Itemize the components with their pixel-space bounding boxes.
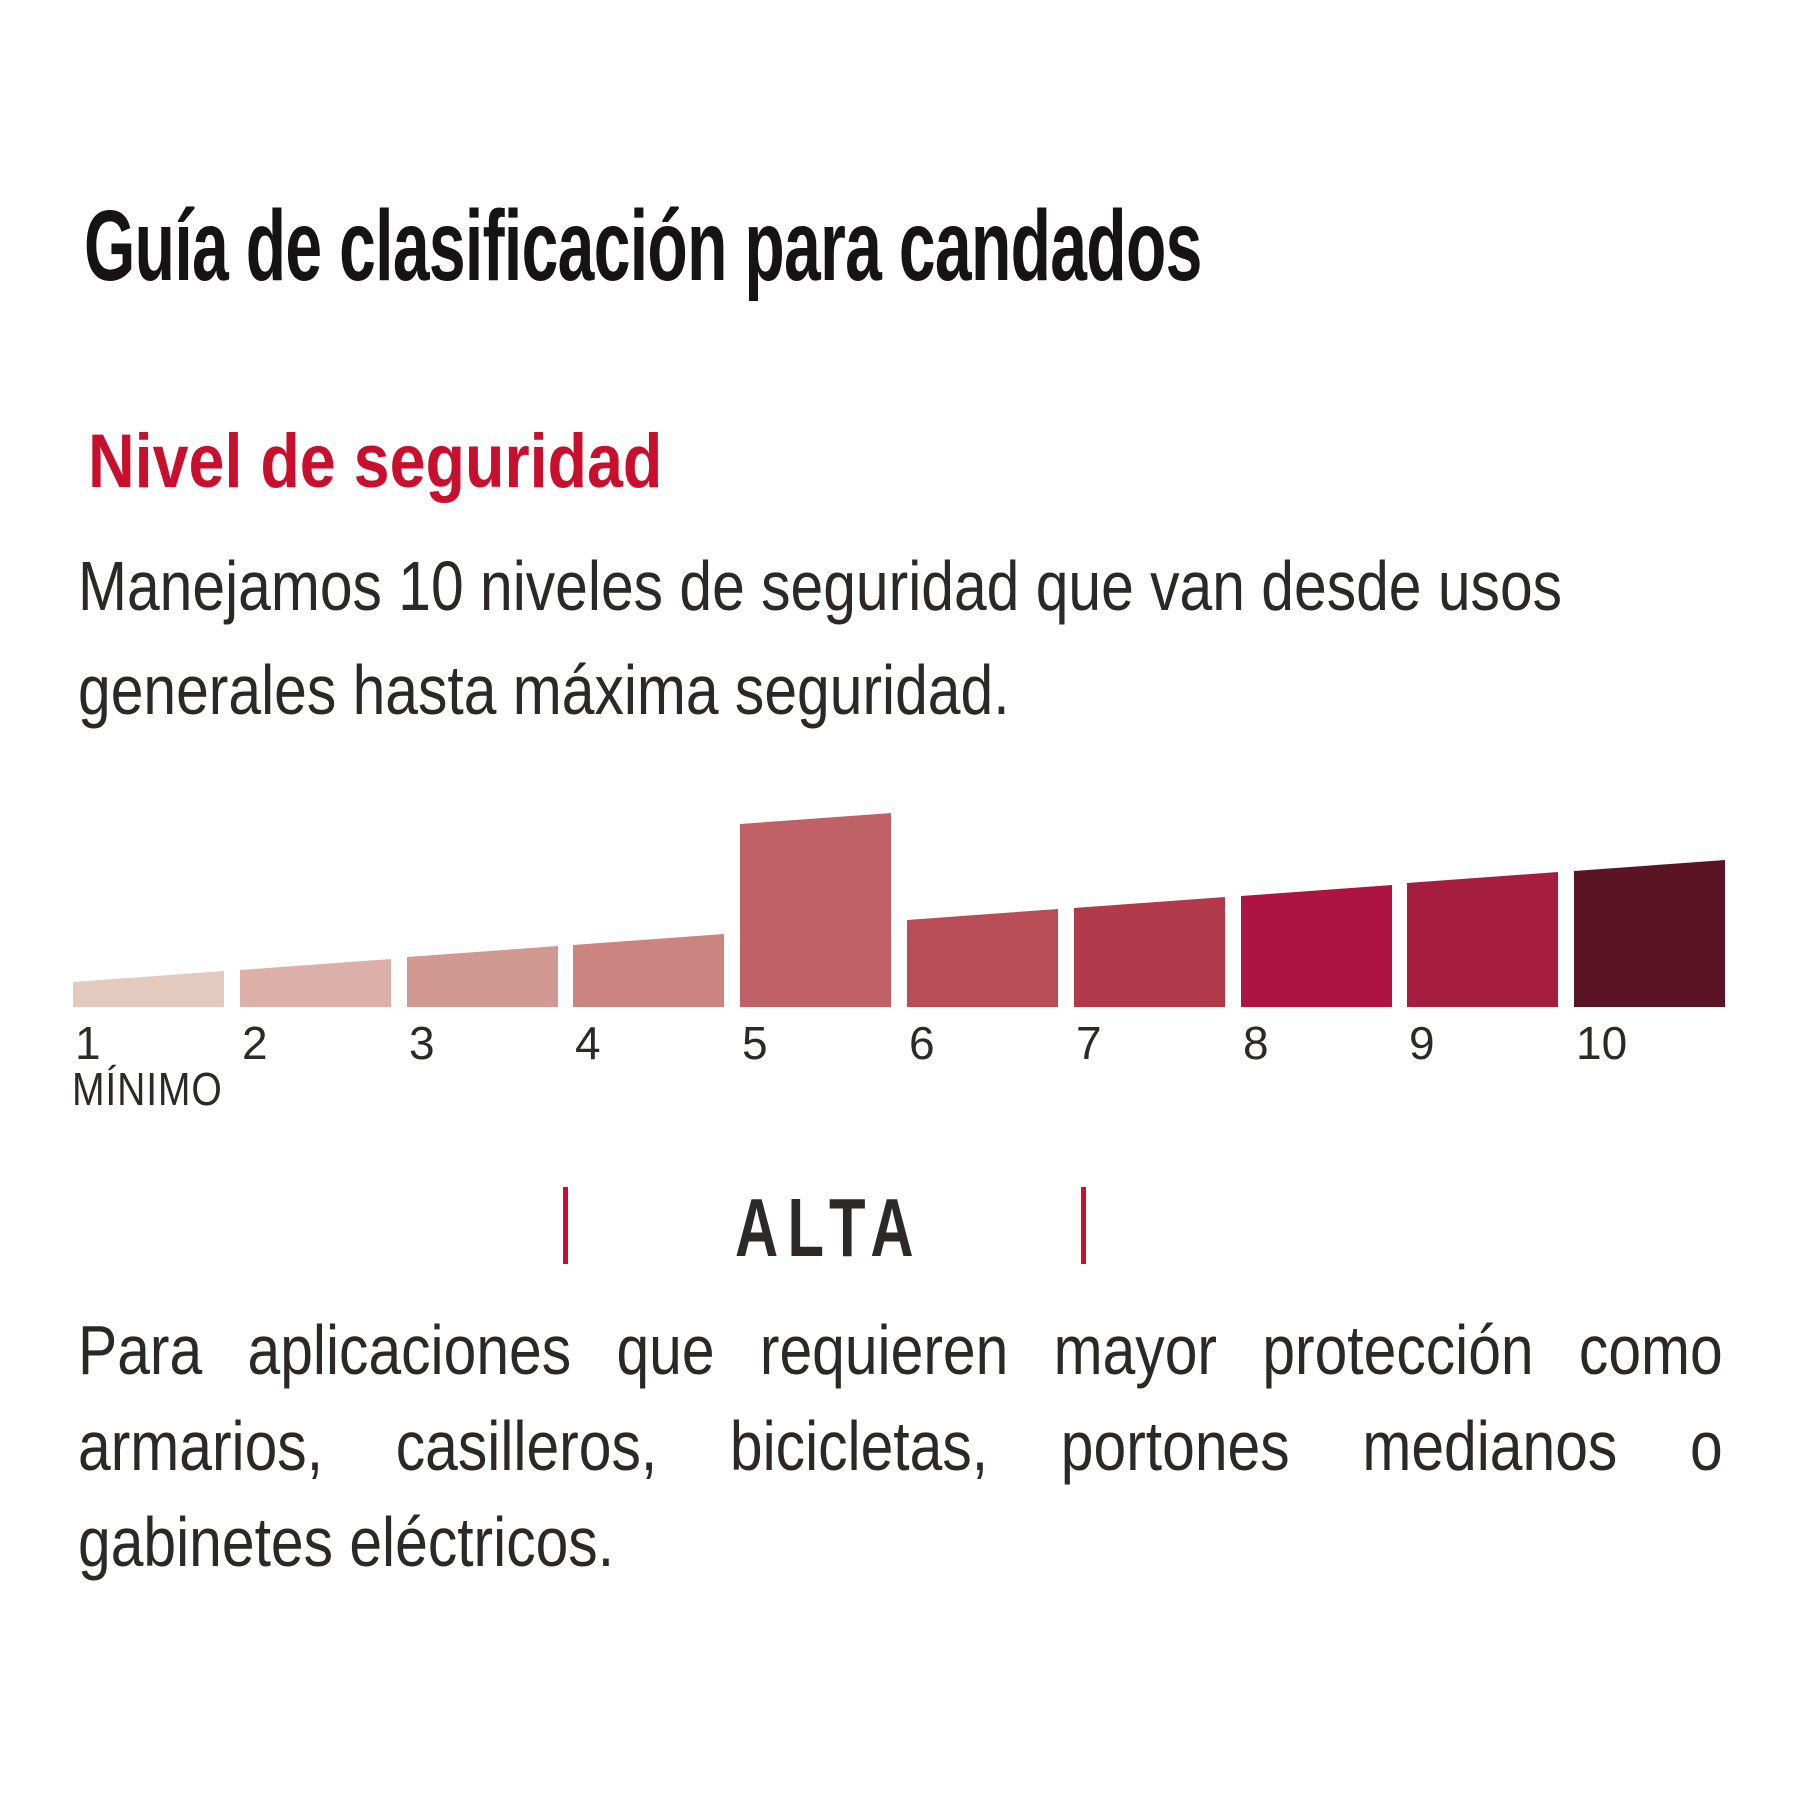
page-title: Guía de clasificación para candados [84,190,1202,302]
bar-level-10 [1574,860,1725,1007]
bar-label-2: 2 [242,1017,268,1069]
bar-level-8 [1241,885,1392,1007]
bar-level-7 [1074,897,1225,1007]
minimum-label: MÍNIMO [72,1063,223,1115]
bar-label-6: 6 [909,1017,935,1069]
bar-label-7: 7 [1076,1017,1102,1069]
bar-level-4 [573,934,724,1007]
bar-label-8: 8 [1243,1017,1269,1069]
bar-label-5: 5 [742,1017,768,1069]
bar-label-1: 1 [75,1017,101,1069]
bar-level-5 [740,813,891,1007]
bar-level-3 [407,946,558,1007]
section-heading: Nivel de seguridad [88,419,663,504]
description-line-3: gabinetes eléctricos. [78,1503,615,1581]
range-tick-left [563,1187,568,1264]
bar-level-6 [907,909,1058,1007]
description-paragraph: Para aplicaciones que requieren mayor pr… [78,1302,1723,1590]
intro-line-1: Manejamos 10 niveles de seguridad que va… [78,547,1563,625]
bar-level-2 [240,959,391,1007]
range-label-alta: ALTA [735,1181,923,1274]
bar-level-1 [73,971,224,1007]
bar-label-10: 10 [1576,1017,1628,1069]
bar-label-4: 4 [575,1017,601,1069]
description-line-2: armarios, casilleros, bicicletas, porton… [78,1407,1723,1485]
bar-label-9: 9 [1409,1017,1435,1069]
range-tick-right [1081,1187,1086,1264]
bar-label-3: 3 [409,1017,435,1069]
intro-line-2: generales hasta máxima seguridad. [78,651,1010,729]
description-line-1: Para aplicaciones que requieren mayor pr… [78,1311,1723,1389]
intro-paragraph: Manejamos 10 niveles de seguridad que va… [78,534,1562,742]
bar-level-9 [1407,872,1558,1007]
